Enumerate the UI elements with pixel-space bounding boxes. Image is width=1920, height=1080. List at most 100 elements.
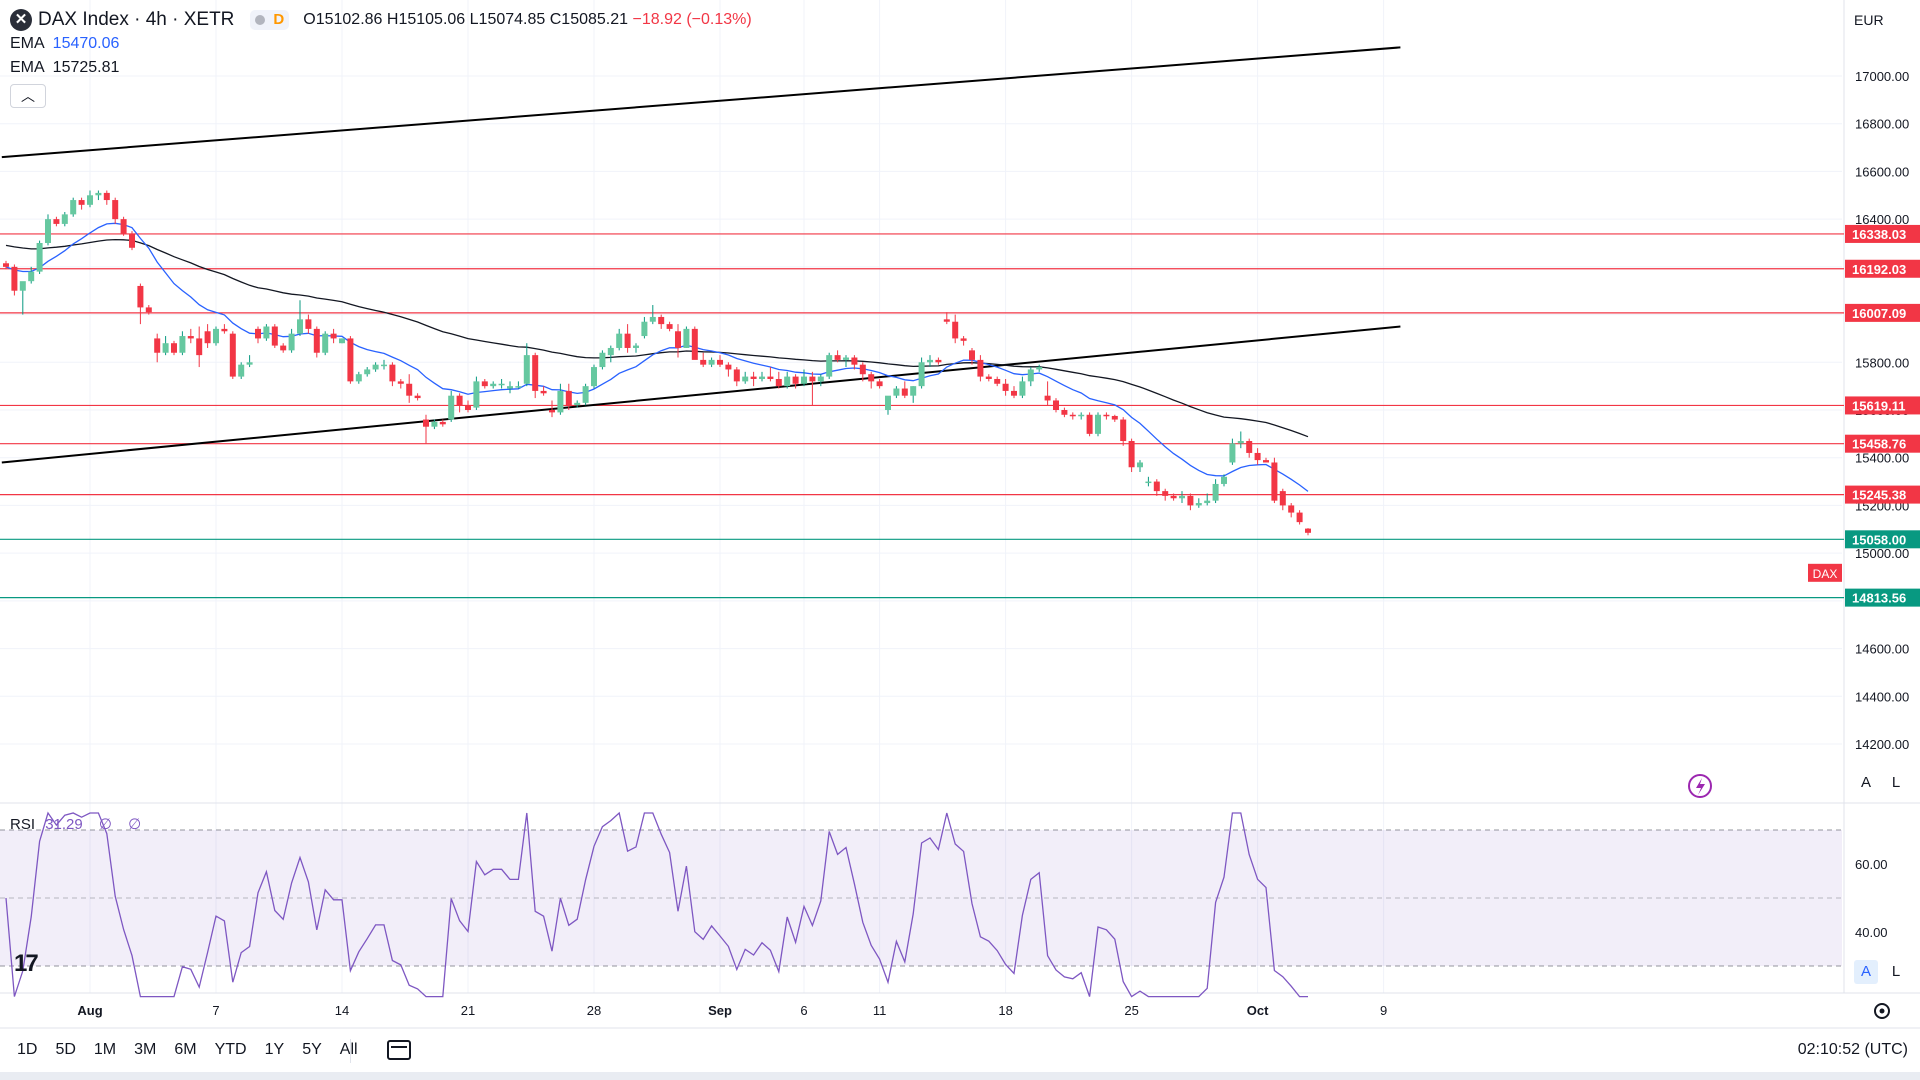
candle-body (1120, 419, 1127, 442)
candle-body (1153, 481, 1160, 492)
candle-body (759, 376, 765, 379)
candle-body (1195, 503, 1202, 506)
auto-scale-button[interactable]: A (1860, 774, 1871, 791)
candle-body (423, 419, 429, 427)
candle-body (1221, 476, 1227, 484)
candle-body (1103, 414, 1110, 417)
candle-body (280, 345, 287, 351)
candle-body (448, 395, 455, 420)
candle-body (154, 338, 161, 353)
candle-body (406, 383, 413, 396)
candle-body (271, 326, 278, 346)
candle-body (473, 381, 480, 408)
timeframe-1d-button[interactable]: 1D (17, 1041, 38, 1058)
candle-body (120, 219, 127, 234)
calendar-icon[interactable] (386, 1040, 411, 1060)
utc-clock[interactable]: 02:10:52 (UTC) (1797, 1041, 1908, 1058)
candle-body (885, 395, 891, 410)
timeframe-5d-button[interactable]: 5D (55, 1041, 76, 1058)
level-price-label: 15245.38 (1852, 488, 1906, 503)
candle-body (742, 376, 749, 382)
rsi-extra-2: ∅ (128, 816, 142, 833)
ohlc-low: L15074.85 (469, 11, 546, 28)
time-tick-label: 11 (873, 1003, 887, 1018)
candle-body (1011, 390, 1017, 396)
candle-body (985, 376, 992, 379)
candle-body (3, 263, 9, 267)
delayed-badge-letter: D (273, 11, 285, 28)
candle-body (675, 331, 681, 348)
candle-body (591, 367, 597, 387)
market-status-badge[interactable]: D (250, 10, 290, 30)
rsi-auto-scale-button[interactable]: A (1854, 960, 1878, 984)
ohlc-high: H15105.06 (386, 11, 466, 28)
timeframe-3m-button[interactable]: 3M (134, 1041, 157, 1058)
candle-body (1162, 491, 1169, 496)
candle-body (851, 357, 858, 365)
rsi-log-scale-button[interactable]: L (1891, 963, 1901, 980)
candle-body (187, 336, 194, 339)
candle-body (1263, 460, 1269, 463)
candle-body (532, 355, 539, 391)
time-tick-label: 6 (800, 1003, 807, 1018)
time-tick-label: Oct (1247, 1003, 1269, 1018)
candle-body (288, 333, 295, 351)
rsi-line (5, 811, 1308, 998)
rsi-tick-label: 60.00 (1855, 857, 1888, 872)
candle-body (649, 316, 656, 322)
candle-body (901, 388, 908, 396)
ema-fast-label: EMA (10, 35, 45, 52)
candle-body (431, 421, 438, 427)
candle-body (305, 319, 312, 329)
level-price-tag (1845, 588, 1920, 607)
timeframe-1m-button[interactable]: 1M (93, 1041, 117, 1058)
candle-body (1137, 462, 1143, 468)
settings-gear-icon[interactable] (1874, 1003, 1890, 1019)
candle-body (246, 362, 253, 365)
candle-body (700, 359, 707, 365)
candle-body (633, 345, 639, 348)
candle-body (36, 243, 43, 272)
candle-body (221, 328, 228, 332)
ema-slow-legend[interactable]: EMA 15725.81 (10, 56, 752, 80)
market-closed-dot-icon (255, 15, 266, 25)
candle-body (19, 281, 26, 291)
candle-body (826, 355, 833, 377)
candle-body (507, 386, 513, 389)
candle-body (574, 402, 581, 406)
time-tick-label: 14 (335, 1003, 349, 1018)
timeframe-1y-button[interactable]: 1Y (264, 1041, 285, 1058)
candle-body (1002, 383, 1009, 391)
candle-body (616, 333, 623, 348)
candle-body (717, 359, 723, 365)
tradingview-logo[interactable]: 17 (14, 950, 39, 977)
timeframe-6m-button[interactable]: 6M (174, 1041, 197, 1058)
time-tick-label: 25 (1124, 1003, 1138, 1018)
candle-body (565, 390, 572, 406)
candle-body (1296, 512, 1303, 523)
rsi-legend[interactable]: RSI 31.29 ∅ ∅ (10, 815, 147, 833)
timeframe-all-button[interactable]: All (339, 1041, 358, 1058)
candle-body (1086, 414, 1093, 434)
timeframe-ytd-button[interactable]: YTD (214, 1041, 247, 1058)
price-tick-label: 14600.00 (1855, 642, 1909, 657)
candle-body (112, 200, 119, 220)
candle-body (540, 390, 547, 394)
candle-body (204, 331, 211, 344)
candle-body (733, 369, 740, 382)
settings-gear-center (1879, 1008, 1885, 1014)
symbol-title[interactable]: DAX Index · 4h · XETR (38, 9, 235, 30)
log-scale-button[interactable]: L (1891, 774, 1901, 791)
collapse-legend-button[interactable]: ︿ (10, 84, 46, 108)
timeframe-5y-button[interactable]: 5Y (302, 1041, 322, 1058)
ohlc-close: C15085.21 (549, 11, 629, 28)
timeframe-buttons: 1D 5D 1M 3M 6M YTD 1Y 5Y All (0, 1041, 367, 1059)
candles (3, 190, 1311, 536)
candle-body (498, 383, 505, 386)
bottom-toolbar: 1D 5D 1M 3M 6M YTD 1Y 5Y All 02:10:52 (UTC) (0, 1032, 1920, 1068)
candle-body (322, 333, 329, 353)
currency-selector[interactable]: EUR (1854, 12, 1884, 28)
ema-fast-legend[interactable]: EMA 15470.06 (10, 32, 752, 56)
lightning-icon[interactable] (1688, 774, 1712, 798)
